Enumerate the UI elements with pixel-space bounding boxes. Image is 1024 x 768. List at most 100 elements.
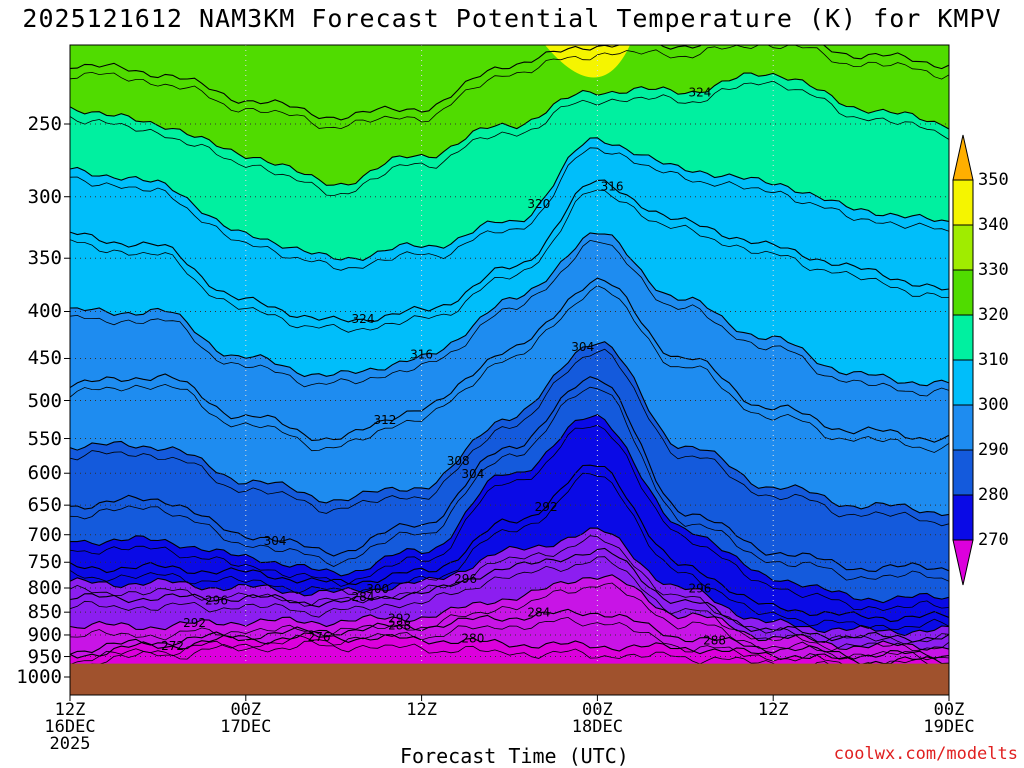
x-tick-label: 00Z xyxy=(933,700,965,720)
colorbar-tick-label: 300 xyxy=(978,395,1009,415)
contour-label: 304 xyxy=(461,467,484,481)
contour-line-304 xyxy=(70,341,949,517)
contour-label: 292 xyxy=(183,616,206,630)
colorbar-swatch xyxy=(952,269,974,316)
contour-line-300 xyxy=(70,376,949,572)
contour-line-minor xyxy=(70,147,949,271)
fill-band-328 xyxy=(70,45,949,120)
contour-line-minor xyxy=(70,424,949,612)
y-tick-label: 800 xyxy=(27,576,62,599)
colorbar-arrow-top xyxy=(952,134,974,181)
x-tick-label: 12Z xyxy=(406,700,437,720)
y-tick-label: 650 xyxy=(27,494,62,517)
colorbar-tick-label: 350 xyxy=(978,170,1009,190)
contour-line-328 xyxy=(70,45,949,121)
colorbar xyxy=(952,134,974,586)
colorbar-tick-label: 310 xyxy=(978,350,1009,370)
contour-label: 280 xyxy=(461,631,484,645)
y-tick-label: 550 xyxy=(27,427,62,450)
contour-label: 296 xyxy=(205,593,228,607)
contour-labels: 3243243163203163123083043043042923002962… xyxy=(161,86,726,653)
x-tick-label: 19DEC xyxy=(923,717,975,737)
y-tick-label: 850 xyxy=(27,601,62,624)
contour-line-minor xyxy=(70,285,949,453)
contour-label: 316 xyxy=(601,179,624,193)
contour-label: 316 xyxy=(410,347,433,361)
ground-terrain xyxy=(70,663,949,695)
colorbar-tick-label: 320 xyxy=(978,305,1009,325)
y-tick-label: 950 xyxy=(27,645,62,668)
y-tick-label: 250 xyxy=(27,113,62,135)
colorbar-swatch xyxy=(952,494,974,541)
colorbar-tick-label: 290 xyxy=(978,440,1009,460)
contour-line-284 xyxy=(70,547,949,643)
contour-label: 300 xyxy=(366,582,389,596)
contour-line-316 xyxy=(70,179,949,323)
colorbar-swatch xyxy=(952,449,974,496)
colorbar-tick-label: 330 xyxy=(978,260,1009,280)
contour-line-312 xyxy=(70,232,949,387)
y-tick-label: 1000 xyxy=(16,666,62,688)
contour-line-minor xyxy=(70,348,949,527)
contour-label: 288 xyxy=(388,618,411,632)
contour-line-minor xyxy=(70,616,949,669)
axis-ticks xyxy=(64,123,950,701)
contour-label: 276 xyxy=(308,630,331,644)
contour-line-minor xyxy=(70,80,949,197)
colorbar-tick-label: 280 xyxy=(978,485,1009,505)
contour-line-minor xyxy=(70,45,949,130)
contour-label: 288 xyxy=(703,633,726,647)
x-tick-label: 18DEC xyxy=(571,717,623,737)
y-tick-label: 750 xyxy=(27,551,62,574)
y-tick-label: 400 xyxy=(27,300,62,323)
contour-line-288 xyxy=(70,527,949,637)
contour-label: 312 xyxy=(374,413,397,427)
colorbar-swatch xyxy=(952,224,974,271)
watermark: coolwx.com/modelts xyxy=(833,744,1018,764)
y-tick-label: 500 xyxy=(27,389,62,412)
contour-label: 324 xyxy=(688,86,711,100)
x-tick-label: 00Z xyxy=(230,700,262,720)
contour-label: 296 xyxy=(454,572,477,586)
colorbar-tick-label: 340 xyxy=(978,215,1009,235)
colorbar-tick-label: 270 xyxy=(978,530,1009,550)
contour-line-324 xyxy=(70,72,949,186)
contour-line-320 xyxy=(70,137,949,261)
contour-line-292 xyxy=(70,464,949,623)
contour-fills xyxy=(70,45,949,695)
contour-line-minor xyxy=(70,556,949,652)
contour-label: 292 xyxy=(388,611,411,625)
x-axis-label: Forecast Time (UTC) xyxy=(400,744,629,768)
contour-label: 304 xyxy=(571,340,594,354)
contour-label: 304 xyxy=(264,534,287,548)
contour-line-296 xyxy=(70,414,949,604)
colorbar-swatch xyxy=(952,314,974,361)
contour-label: 308 xyxy=(447,454,470,468)
colorbar-swatch xyxy=(952,179,974,226)
colorbar-arrow-bottom xyxy=(952,539,974,586)
contour-label: 324 xyxy=(352,312,375,326)
contour-line-minor xyxy=(70,189,949,333)
y-tick-label: 600 xyxy=(27,462,62,485)
y-tick-label: 700 xyxy=(27,523,62,546)
contour-label: 292 xyxy=(535,500,558,514)
fill-band-warm-core xyxy=(545,45,630,78)
contour-label: 284 xyxy=(352,590,375,604)
contour-line-minor xyxy=(70,239,949,397)
contour-line-308 xyxy=(70,277,949,443)
x-tick-label: 12Z xyxy=(757,700,789,720)
contour-label: 320 xyxy=(527,197,550,211)
contour-line-minor xyxy=(70,472,949,631)
x-tick-label: 2025 xyxy=(49,734,91,754)
y-tick-label: 300 xyxy=(27,185,62,208)
chart-title: 2025121612 NAM3KM Forecast Potential Tem… xyxy=(22,4,1002,33)
ground-layer xyxy=(70,663,949,695)
contour-label: 296 xyxy=(688,582,711,596)
contour-label: 284 xyxy=(527,606,550,620)
contour-label: 272 xyxy=(161,639,184,653)
x-tick-label: 12Z xyxy=(54,700,86,720)
plot-frame xyxy=(69,44,950,696)
contour-line-minor xyxy=(70,386,949,582)
contour-line-minor xyxy=(70,582,949,661)
